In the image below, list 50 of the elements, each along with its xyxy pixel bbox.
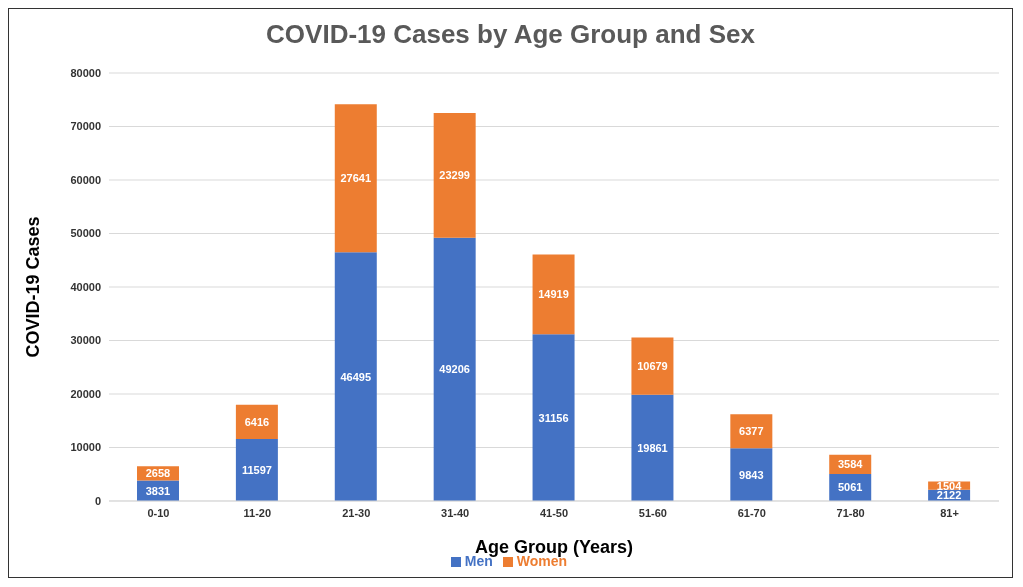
y-tick-label: 0 — [94, 494, 101, 507]
y-tick-label: 30000 — [70, 334, 101, 347]
data-label: 27641 — [340, 172, 372, 185]
x-tick-label: 41-50 — [539, 506, 569, 519]
bar — [334, 104, 377, 253]
bar — [334, 252, 377, 501]
data-label: 6416 — [244, 415, 270, 428]
y-tick-label: 20000 — [70, 387, 101, 400]
bar — [631, 337, 674, 395]
bar — [532, 254, 575, 335]
y-tick-label: 70000 — [70, 120, 101, 133]
data-label: 2122 — [936, 489, 962, 502]
data-label: 46495 — [340, 370, 372, 383]
data-label: 19861 — [637, 441, 668, 454]
x-tick-label: 61-70 — [737, 506, 766, 519]
bar — [433, 237, 476, 501]
data-label: 49206 — [439, 363, 470, 376]
y-tick-label: 80000 — [70, 66, 101, 79]
data-label: 3584 — [837, 458, 864, 471]
data-label: 11597 — [241, 463, 272, 476]
x-tick-label: 71-80 — [836, 506, 865, 519]
bar — [433, 113, 476, 238]
bar — [730, 448, 773, 501]
y-tick-label: 50000 — [70, 227, 101, 240]
y-tick-label: 40000 — [70, 280, 101, 293]
x-tick-label: 21-30 — [342, 506, 371, 519]
data-label: 23299 — [439, 169, 470, 182]
x-tick-label: 31-40 — [441, 506, 470, 519]
data-label: 10679 — [637, 360, 668, 373]
data-label: 9843 — [739, 468, 764, 481]
bar — [730, 414, 773, 449]
data-label: 6377 — [739, 425, 764, 438]
data-label: 31156 — [538, 411, 569, 424]
chart-title: COVID-19 Cases by Age Group and Sex — [265, 18, 756, 51]
bar — [631, 394, 674, 501]
bar — [532, 334, 575, 501]
data-label: 2658 — [145, 467, 171, 480]
y-tick-label: 60000 — [70, 173, 101, 186]
x-tick-label: 51-60 — [638, 506, 667, 519]
x-tick-label: 11-20 — [243, 506, 272, 519]
x-tick-label: 0-10 — [147, 506, 170, 519]
data-label: 1504 — [936, 479, 963, 492]
y-tick-label: 10000 — [70, 441, 101, 454]
data-label: 5061 — [837, 481, 863, 494]
x-axis-title: Age Group (Years) — [474, 537, 634, 557]
data-label: 3831 — [145, 484, 171, 497]
y-axis-title: COVID-19 Cases — [23, 216, 44, 358]
bar — [235, 438, 278, 501]
data-label: 14919 — [538, 288, 569, 301]
x-tick-label: 81+ — [940, 506, 959, 519]
